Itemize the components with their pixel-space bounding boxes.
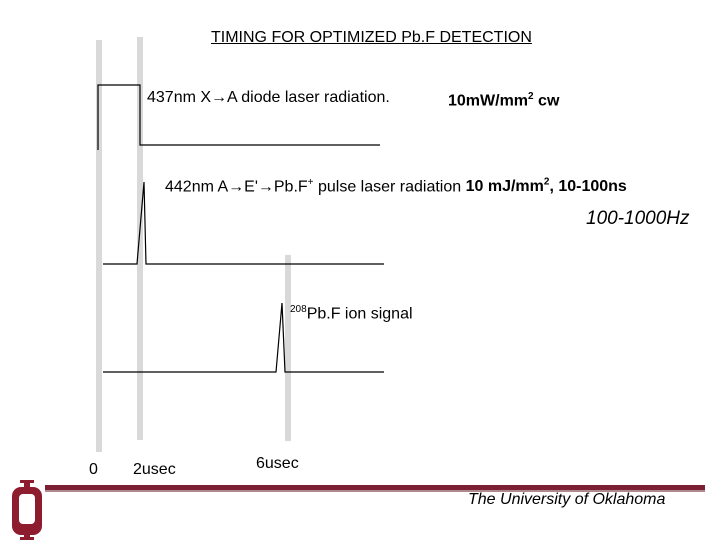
cw-laser-label: 437nm X→A diode laser radiation. bbox=[147, 89, 390, 106]
footer-bar-shadow bbox=[45, 490, 705, 492]
cw-laser-power: 10mW/mm2 cw bbox=[448, 91, 559, 110]
pulse-label-a: 442nm A→E'→Pb.F bbox=[165, 178, 308, 196]
university-name: The University of Oklahoma bbox=[468, 491, 666, 508]
time-tick-2usec: 2usec bbox=[133, 461, 176, 478]
pulse-rep-rate: 100-1000Hz bbox=[586, 208, 690, 229]
ion-signal-label: 208Pb.F ion signal bbox=[290, 304, 413, 323]
cw-power-sup: 2 bbox=[528, 91, 534, 102]
cw-laser-trace bbox=[97, 84, 380, 150]
pulse-energy-sup: 2 bbox=[543, 177, 550, 188]
cw-power-main: 10mW/mm bbox=[448, 92, 529, 110]
time-marker-6usec bbox=[285, 255, 291, 441]
pulse-energy-tail: , 10-100ns bbox=[549, 178, 627, 196]
pulse-label-b: pulse laser radiation bbox=[313, 178, 466, 196]
ion-isotope-sup: 208 bbox=[290, 304, 307, 315]
ion-signal-trace bbox=[103, 302, 384, 373]
time-marker-2usec bbox=[137, 37, 143, 440]
cw-power-tail: cw bbox=[533, 92, 560, 110]
time-tick-0: 0 bbox=[89, 461, 98, 478]
pulse-laser-trace bbox=[103, 181, 384, 265]
slide-title: TIMING FOR OPTIMIZED Pb.F DETECTION bbox=[211, 29, 532, 46]
footer-bar bbox=[45, 485, 705, 490]
time-tick-6usec: 6usec bbox=[256, 455, 299, 472]
pulse-energy-main: 10 mJ/mm bbox=[465, 178, 544, 196]
time-marker-0 bbox=[96, 40, 102, 452]
ion-signal-text: Pb.F ion signal bbox=[306, 305, 413, 323]
ou-logo bbox=[12, 480, 42, 540]
pulse-laser-label: 442nm A→E'→Pb.F+ pulse laser radiation 1… bbox=[165, 177, 627, 196]
pulse-label-a-sup: + bbox=[307, 177, 314, 188]
